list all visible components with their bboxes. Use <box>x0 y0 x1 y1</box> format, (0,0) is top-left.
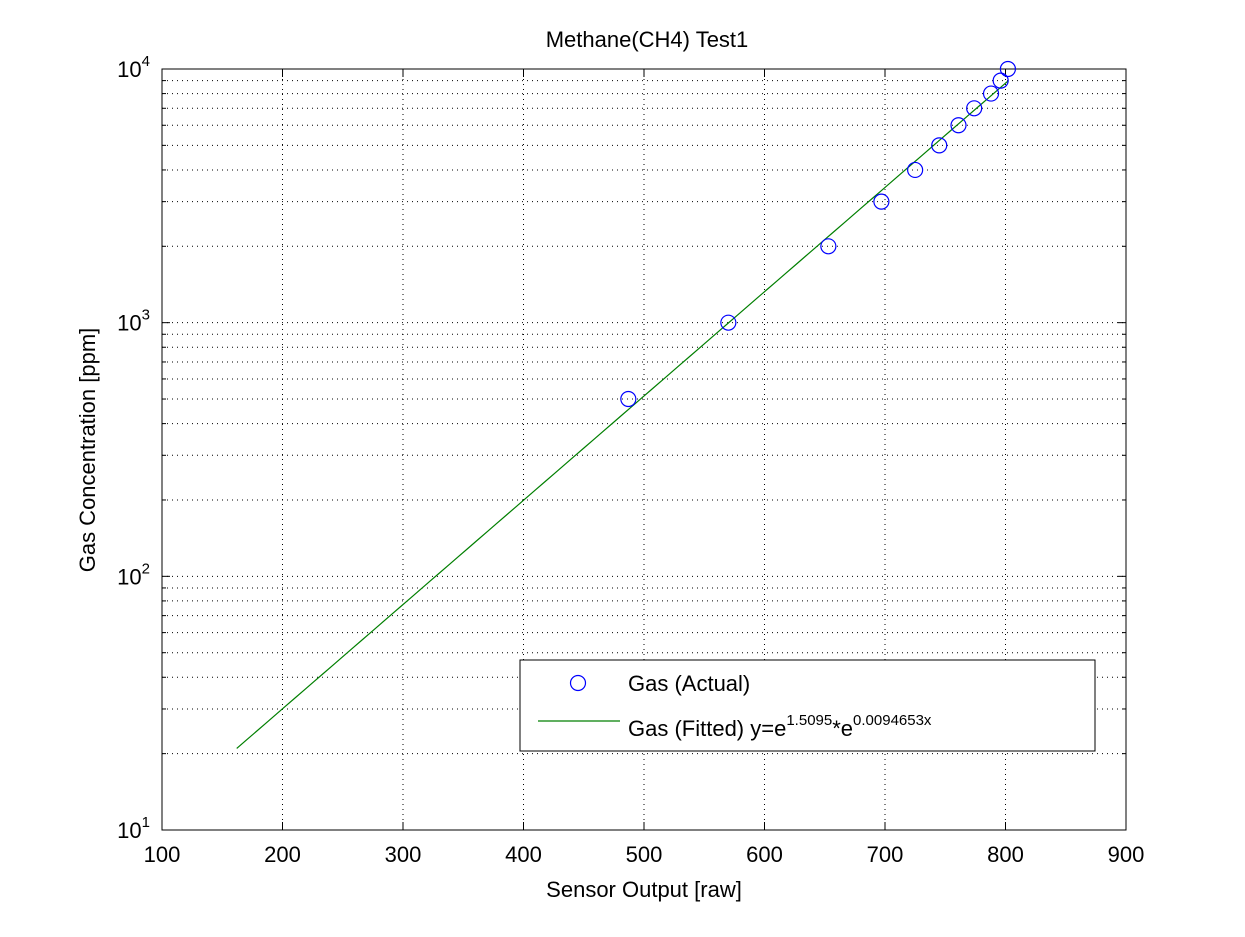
y-tick-label-base: 10 <box>117 311 141 336</box>
data-point <box>820 238 837 255</box>
data-point <box>950 117 967 134</box>
legend-label-fitted: Gas (Fitted) y=e1.5095*e0.0094653x <box>628 712 932 741</box>
x-tick-label: 100 <box>144 842 181 867</box>
legend: Gas (Actual) Gas (Fitted) y=e1.5095*e0.0… <box>519 659 1096 752</box>
x-tick-label: 900 <box>1108 842 1145 867</box>
fitted-line <box>236 80 1009 749</box>
y-tick-label-base: 10 <box>117 57 141 82</box>
y-tick-label: 104 <box>117 53 150 82</box>
chart-title: Methane(CH4) Test1 <box>546 27 749 52</box>
data-point <box>907 161 924 179</box>
data-point <box>620 390 637 408</box>
data-point <box>931 137 948 154</box>
x-tick-label: 400 <box>505 842 542 867</box>
legend-fitted-exp1: 1.5095 <box>786 712 832 729</box>
x-tick-label: 300 <box>385 842 422 867</box>
y-tick-label-exponent: 1 <box>142 814 150 831</box>
x-tick-label: 800 <box>987 842 1024 867</box>
y-tick-label: 101 <box>117 814 150 843</box>
series <box>236 60 1017 749</box>
legend-box <box>519 659 1096 752</box>
y-tick-label: 103 <box>117 307 150 336</box>
data-point <box>873 193 890 210</box>
data-point <box>720 314 737 331</box>
y-tick-label-base: 10 <box>117 564 141 589</box>
legend-fitted-exp2: 0.0094653x <box>853 712 932 729</box>
legend-fitted-prefix: Gas (Fitted) y=e <box>628 716 786 741</box>
x-tick-label: 600 <box>746 842 783 867</box>
grid <box>162 69 1126 830</box>
y-tick-label-exponent: 3 <box>142 307 150 324</box>
x-tick-label: 200 <box>264 842 301 867</box>
y-tick-label-exponent: 2 <box>142 560 150 577</box>
x-tick-label: 700 <box>867 842 904 867</box>
legend-marker-actual <box>569 674 587 692</box>
data-point <box>966 100 983 117</box>
data-point <box>982 85 1000 102</box>
legend-label-actual: Gas (Actual) <box>628 671 750 696</box>
x-axis-label: Sensor Output [raw] <box>546 877 742 902</box>
y-tick-label-base: 10 <box>117 818 141 843</box>
y-axis-label: Gas Concentration [ppm] <box>75 328 100 573</box>
data-point <box>992 72 1009 89</box>
legend-fitted-mid: *e <box>832 716 853 741</box>
x-tick-label: 500 <box>626 842 663 867</box>
y-tick-label-exponent: 4 <box>142 53 150 70</box>
y-tick-label: 102 <box>117 560 150 589</box>
data-point <box>999 60 1017 78</box>
